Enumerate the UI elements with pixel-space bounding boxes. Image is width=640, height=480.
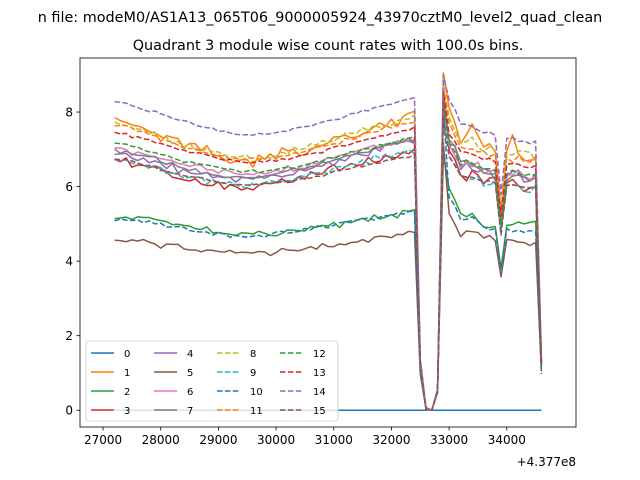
legend-label: 4 [187, 349, 193, 360]
y-tick-label: 8 [65, 105, 73, 119]
legend-label: 10 [250, 387, 263, 398]
figure-suptitle: n file: modeM0/AS1A13_065T06_9000005924_… [38, 10, 603, 26]
legend-label: 0 [124, 349, 130, 360]
legend-box [85, 340, 339, 422]
series-line-9 [114, 113, 543, 411]
x-tick-label: 34000 [488, 433, 526, 447]
series-line-14 [114, 74, 543, 411]
y-tick-label: 0 [65, 404, 73, 418]
y-tick-label: 6 [65, 180, 73, 194]
legend-label: 13 [313, 368, 326, 379]
series-line-5 [114, 142, 543, 411]
series-line-15 [114, 118, 543, 411]
legend-label: 9 [250, 368, 256, 379]
series-line-10 [114, 107, 543, 411]
x-tick-label: 31000 [315, 433, 353, 447]
chart-title: Quadrant 3 module wise count rates with … [133, 38, 524, 54]
plot-frame [79, 57, 577, 428]
axes-layer: 27000 28000 29000 30000 31000 32000 33000 34000… [65, 105, 526, 447]
legend-label: 2 [124, 387, 130, 398]
series-line-3 [114, 87, 543, 411]
series-line-11 [114, 89, 543, 411]
series-line-2 [114, 153, 543, 411]
series-line-8 [114, 83, 543, 411]
y-tick-label: 2 [65, 329, 73, 343]
legend-label: 1 [124, 368, 130, 379]
x-tick-label: 33000 [430, 433, 468, 447]
series-line-12 [114, 102, 543, 411]
legend-label: 7 [187, 406, 193, 417]
series-line-13 [114, 91, 543, 411]
legend-label: 5 [187, 368, 193, 379]
legend-label: 14 [313, 387, 326, 398]
legend-label: 3 [124, 406, 130, 417]
series-line-7 [114, 104, 543, 411]
legend-label: 12 [313, 349, 326, 360]
x-tick-label: 28000 [142, 433, 180, 447]
x-offset-label: +4.377e8 [517, 455, 576, 469]
legend-label: 8 [250, 349, 256, 360]
x-tick-label: 29000 [199, 433, 237, 447]
x-tick-label: 27000 [84, 433, 122, 447]
legend-label: 11 [250, 406, 263, 417]
legend-label: 15 [313, 406, 326, 417]
legend-label: 6 [187, 387, 193, 398]
x-tick-label: 32000 [372, 433, 410, 447]
x-tick-label: 30000 [257, 433, 295, 447]
series-layer [114, 72, 543, 411]
y-tick-label: 4 [65, 254, 73, 268]
